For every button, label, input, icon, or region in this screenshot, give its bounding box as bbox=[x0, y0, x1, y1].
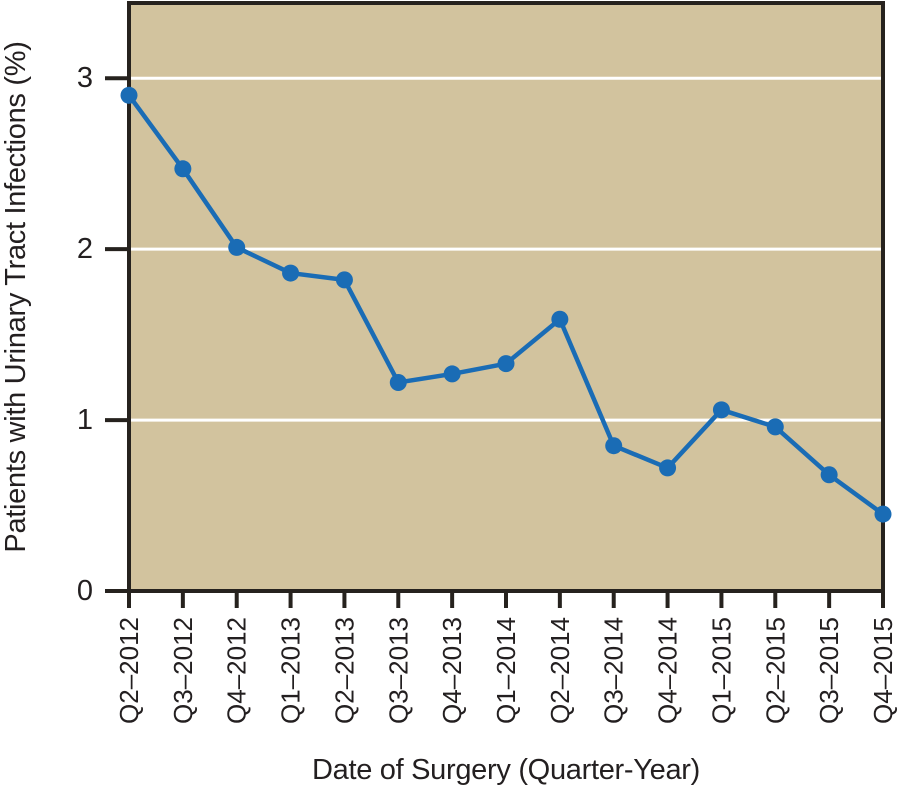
y-axis-title: Patients with Urinary Tract Infections (… bbox=[0, 41, 32, 552]
y-tick-label: 3 bbox=[77, 62, 93, 94]
data-point bbox=[497, 355, 515, 373]
data-point bbox=[659, 459, 677, 477]
data-point bbox=[874, 505, 892, 523]
data-point bbox=[282, 264, 300, 282]
y-tick-label: 2 bbox=[77, 233, 93, 265]
data-point bbox=[551, 310, 569, 328]
x-tick-label: Q4–2015 bbox=[868, 617, 898, 724]
data-point bbox=[174, 160, 192, 178]
plot-background bbox=[129, 3, 883, 591]
x-tick-label: Q4–2012 bbox=[222, 617, 252, 724]
y-tick-label: 1 bbox=[77, 404, 93, 436]
x-tick-label: Q3–2012 bbox=[168, 617, 198, 724]
data-point bbox=[820, 466, 838, 484]
x-tick-label: Q2–2013 bbox=[329, 617, 359, 724]
data-point bbox=[766, 418, 784, 436]
x-tick-label: Q4–2014 bbox=[653, 617, 683, 724]
plot-layer: 0 1 2 3 Q2–2012 Q3–2012 Q4–2012 Q1–2013 Q2–2013 Q… bbox=[77, 1, 898, 724]
x-tick-label: Q3–2013 bbox=[383, 617, 413, 724]
x-tick-label: Q2–2014 bbox=[545, 617, 575, 724]
x-tick-label: Q3–2015 bbox=[814, 617, 844, 724]
y-tick-label: 0 bbox=[77, 575, 93, 607]
x-tick-label: Q1–2014 bbox=[491, 617, 521, 724]
data-point bbox=[120, 86, 138, 104]
x-axis-title: Date of Surgery (Quarter-Year) bbox=[312, 754, 700, 786]
x-tick-label: Q2–2015 bbox=[760, 617, 790, 724]
x-tick-label: Q1–2013 bbox=[276, 617, 306, 724]
data-point bbox=[389, 373, 407, 391]
data-point bbox=[335, 271, 353, 289]
x-tick-label: Q3–2014 bbox=[599, 617, 629, 724]
x-tick-label: Q4–2013 bbox=[437, 617, 467, 724]
data-point bbox=[443, 365, 461, 383]
data-point bbox=[712, 401, 730, 419]
data-point bbox=[228, 238, 246, 256]
x-tick-label: Q2–2012 bbox=[114, 617, 144, 724]
data-point bbox=[605, 437, 623, 455]
x-tick-label: Q1–2015 bbox=[706, 617, 736, 724]
